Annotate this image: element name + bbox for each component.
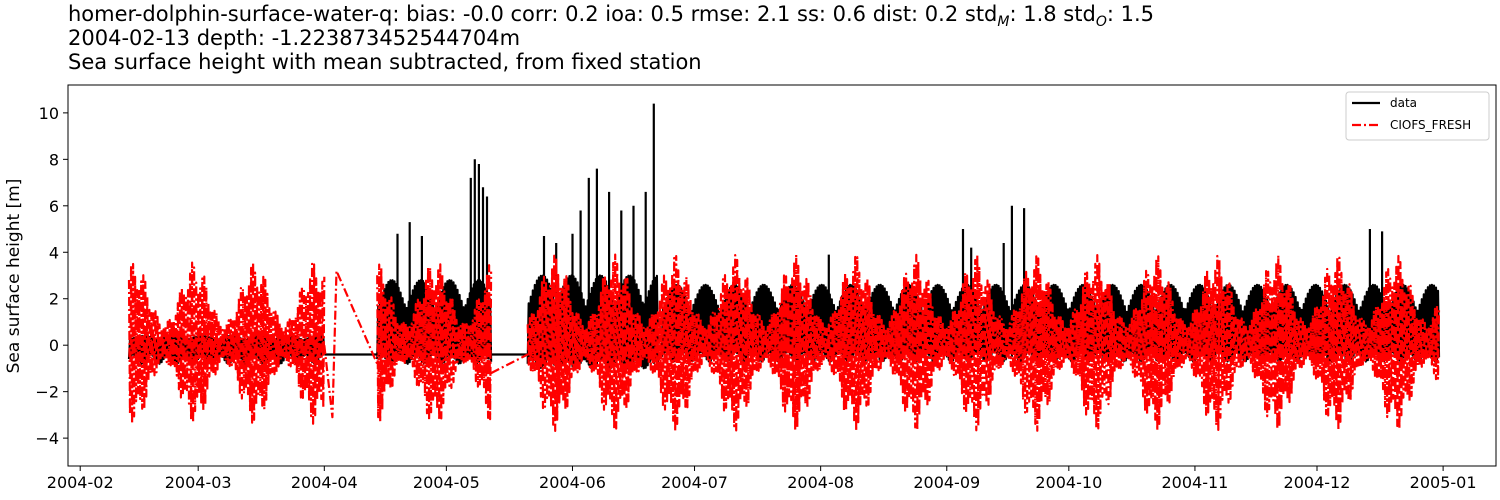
x-tick-label: 2004-06	[539, 473, 606, 492]
model-series-line	[526, 253, 1441, 433]
x-tick-label: 2004-04	[291, 473, 358, 492]
y-tick-label: 6	[49, 197, 59, 216]
y-tick-label: 0	[49, 336, 59, 355]
x-tick-label: 2004-05	[413, 473, 480, 492]
legend-label-ciofs-fresh: CIOFS_FRESH	[1390, 118, 1471, 132]
y-axis-label: Sea surface height [m]	[4, 179, 24, 374]
title-line-2: 2004-02-13 depth: -1.223873452544704m	[68, 26, 521, 50]
title-line-3: Sea surface height with mean subtracted,…	[68, 50, 702, 74]
std-o-subscript: O	[1095, 14, 1107, 31]
y-tick-label: 8	[49, 150, 59, 169]
x-tick-label: 2004-03	[165, 473, 232, 492]
title-line-1: homer-dolphin-surface-water-q: bias: -0.…	[68, 2, 1154, 30]
x-tick-label: 2004-02	[47, 473, 114, 492]
y-tick-label: 2	[49, 290, 59, 309]
x-tick-label: 2004-10	[1035, 473, 1102, 492]
x-tick-label: 2004-12	[1284, 473, 1351, 492]
std-m-subscript: M	[997, 14, 1010, 31]
y-tick-label: −2	[35, 383, 59, 402]
x-tick-label: 2005-01	[1410, 473, 1477, 492]
x-tick-label: 2004-11	[1162, 473, 1229, 492]
legend: data CIOFS_FRESH	[1345, 91, 1490, 141]
title-line-1-mid: : 1.8 std	[1009, 2, 1096, 26]
model-series-line	[127, 261, 326, 425]
x-tick-label: 2004-08	[787, 473, 854, 492]
title-line-1-suffix: : 1.5	[1106, 2, 1154, 26]
x-tick-label: 2004-09	[913, 473, 980, 492]
legend-label-data: data	[1390, 96, 1417, 110]
y-tick-label: −4	[35, 429, 59, 448]
model-gap-line	[490, 353, 529, 375]
x-tick-label: 2004-07	[661, 473, 728, 492]
model-series-line	[376, 263, 493, 423]
model-gap-line	[323, 269, 379, 419]
y-tick-label: 4	[49, 243, 59, 262]
title-line-1-prefix: homer-dolphin-surface-water-q: bias: -0.…	[68, 2, 998, 26]
chart-title: homer-dolphin-surface-water-q: bias: -0.…	[68, 2, 1154, 74]
plot-frame	[67, 84, 1497, 467]
y-tick-label: 10	[39, 104, 59, 123]
